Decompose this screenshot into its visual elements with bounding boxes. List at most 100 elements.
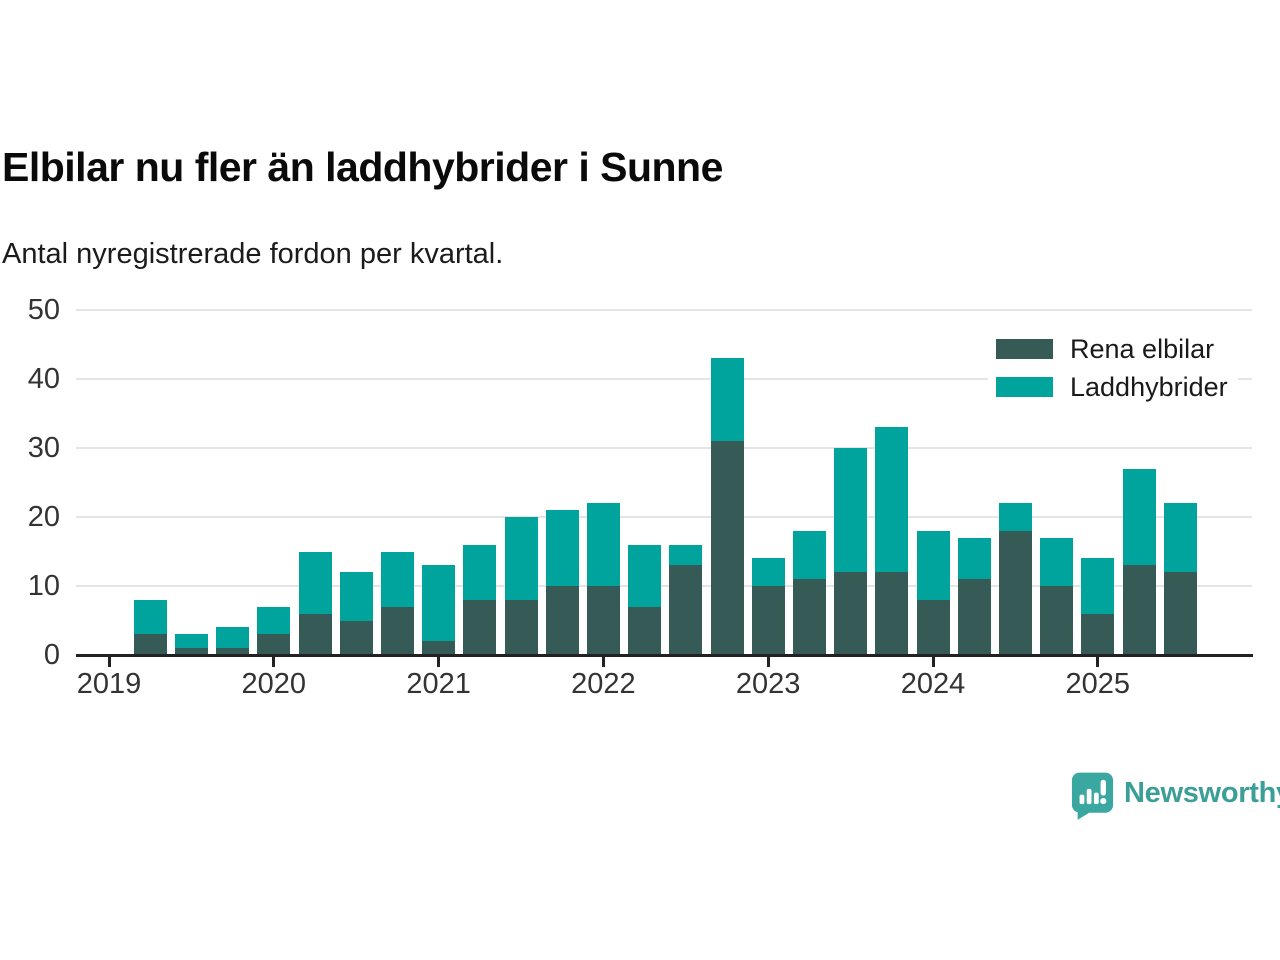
x-tick-label-2024: 2024: [900, 668, 966, 700]
bar-segment-rena-elbilar: [751, 586, 785, 655]
bar-segment-rena-elbilar: [916, 599, 950, 655]
bar-segment-laddhybrider: [1163, 503, 1197, 573]
legend-label-rena-elbilar: Rena elbilar: [1070, 334, 1215, 364]
gridline-40: [76, 378, 1252, 380]
x-tick-2019: [107, 656, 111, 667]
chart-subtitle: Antal nyregistrerade fordon per kvartal.: [2, 238, 504, 270]
x-tick-label-2023: 2023: [735, 668, 801, 700]
bar-segment-laddhybrider: [174, 634, 208, 649]
x-tick-2021: [437, 656, 441, 667]
bar-2020-q3: [339, 572, 373, 655]
bar-2022-q3: [669, 544, 703, 655]
bar-segment-laddhybrider: [545, 510, 579, 586]
x-tick-2023: [766, 656, 770, 667]
bar-2022-q1: [586, 503, 620, 655]
gridline-50: [76, 309, 1252, 311]
brand-name: Newsworthy: [1124, 776, 1280, 809]
bar-2024-q3: [998, 503, 1032, 655]
brand-footer: Newsworthy: [1070, 771, 1280, 821]
bar-2019-q3: [174, 634, 208, 655]
x-tick-2024: [931, 656, 935, 667]
bar-segment-rena-elbilar: [1040, 586, 1074, 655]
bar-segment-rena-elbilar: [298, 613, 332, 655]
y-tick-label-40: 40: [27, 363, 60, 395]
bar-2025-q3: [1163, 503, 1197, 655]
bar-segment-laddhybrider: [916, 530, 950, 600]
legend-item-rena-elbilar: Rena elbilar: [996, 335, 1228, 363]
bar-segment-laddhybrider: [133, 599, 167, 635]
bar-2021-q2: [463, 544, 497, 655]
y-tick-label-20: 20: [27, 501, 60, 533]
bar-2020-q4: [380, 551, 414, 655]
bar-segment-rena-elbilar: [133, 634, 167, 655]
bar-segment-laddhybrider: [998, 503, 1032, 531]
bar-2021-q1: [422, 565, 456, 655]
bar-segment-rena-elbilar: [628, 606, 662, 655]
bar-segment-rena-elbilar: [1163, 572, 1197, 655]
bar-2023-q1: [751, 558, 785, 655]
bar-2023-q4: [875, 427, 909, 655]
x-tick-label-2022: 2022: [571, 668, 636, 700]
bar-segment-rena-elbilar: [380, 606, 414, 655]
bar-segment-rena-elbilar: [463, 599, 497, 655]
bar-2020-q1: [257, 606, 291, 655]
x-axis-line: [76, 654, 1253, 657]
bar-segment-rena-elbilar: [875, 572, 909, 655]
bar-segment-laddhybrider: [875, 427, 909, 573]
legend-swatch-rena-elbilar: [996, 339, 1053, 359]
legend-item-laddhybrider: Laddhybrider: [996, 373, 1228, 401]
bar-segment-rena-elbilar: [339, 620, 373, 655]
bar-segment-laddhybrider: [586, 503, 620, 586]
legend: Rena elbilar Laddhybrider: [988, 331, 1238, 407]
bar-segment-laddhybrider: [422, 565, 456, 642]
bar-segment-rena-elbilar: [216, 648, 250, 655]
newsworthy-logo-icon: [1071, 772, 1114, 820]
x-tick-2020: [272, 656, 276, 667]
y-tick-label-30: 30: [27, 432, 60, 464]
bar-segment-rena-elbilar: [1081, 613, 1115, 655]
bar-segment-laddhybrider: [504, 517, 538, 600]
bar-2023-q3: [834, 448, 868, 655]
bar-2019-q2: [133, 599, 167, 655]
bar-segment-laddhybrider: [834, 448, 868, 573]
gridline-20: [76, 516, 1252, 518]
x-tick-2022: [601, 656, 605, 667]
bar-2019-q4: [216, 627, 250, 655]
bar-segment-rena-elbilar: [998, 530, 1032, 655]
gridline-30: [76, 447, 1252, 449]
bar-segment-laddhybrider: [792, 530, 826, 580]
bar-segment-rena-elbilar: [422, 641, 456, 655]
bar-2025-q2: [1122, 468, 1156, 655]
x-tick-label-2019: 2019: [76, 668, 142, 700]
bar-segment-laddhybrider: [1040, 537, 1074, 586]
bar-segment-laddhybrider: [628, 544, 662, 607]
bar-segment-laddhybrider: [751, 558, 785, 586]
bar-segment-laddhybrider: [710, 358, 744, 442]
bar-2025-q1: [1081, 558, 1115, 655]
bar-segment-laddhybrider: [957, 537, 991, 580]
legend-swatch-laddhybrider: [996, 377, 1053, 397]
bar-segment-laddhybrider: [463, 544, 497, 600]
bar-2022-q2: [628, 544, 662, 655]
x-tick-label-2021: 2021: [406, 668, 471, 700]
x-tick-2025: [1096, 656, 1100, 667]
bar-segment-rena-elbilar: [257, 634, 291, 655]
bar-segment-laddhybrider: [1081, 558, 1115, 614]
bar-segment-rena-elbilar: [834, 572, 868, 655]
legend-label-laddhybrider: Laddhybrider: [1070, 372, 1228, 402]
bar-segment-laddhybrider: [669, 544, 703, 566]
gridline-10: [76, 585, 1252, 587]
bar-segment-rena-elbilar: [174, 648, 208, 655]
bar-2023-q2: [792, 530, 826, 655]
bar-segment-rena-elbilar: [1122, 565, 1156, 655]
bar-segment-rena-elbilar: [669, 565, 703, 655]
bar-2022-q4: [710, 358, 744, 655]
bar-segment-rena-elbilar: [545, 586, 579, 655]
bar-2024-q4: [1040, 537, 1074, 655]
bar-segment-rena-elbilar: [792, 579, 826, 655]
bar-segment-laddhybrider: [1122, 468, 1156, 566]
x-tick-label-2025: 2025: [1065, 668, 1131, 700]
y-tick-label-50: 50: [27, 294, 60, 326]
bar-2021-q4: [545, 510, 579, 655]
chart-title: Elbilar nu fler än laddhybrider i Sunne: [2, 144, 723, 190]
